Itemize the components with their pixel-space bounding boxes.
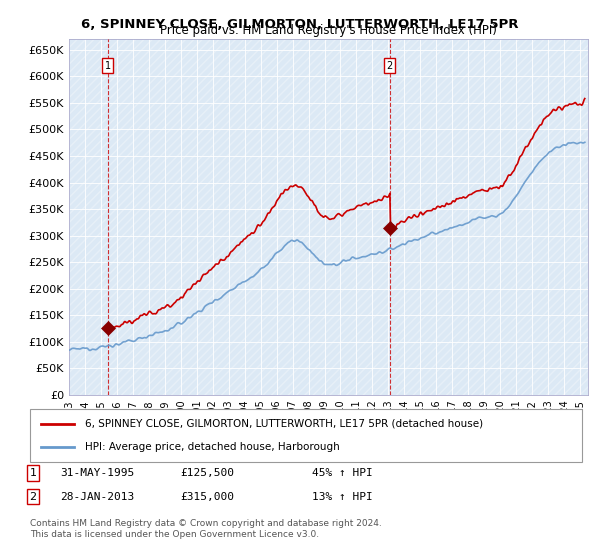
Title: Price paid vs. HM Land Registry's House Price Index (HPI): Price paid vs. HM Land Registry's House …	[160, 24, 497, 36]
FancyBboxPatch shape	[30, 409, 582, 462]
Text: 6, SPINNEY CLOSE, GILMORTON, LUTTERWORTH, LE17 5PR (detached house): 6, SPINNEY CLOSE, GILMORTON, LUTTERWORTH…	[85, 419, 484, 429]
Text: 6, SPINNEY CLOSE, GILMORTON, LUTTERWORTH, LE17 5PR: 6, SPINNEY CLOSE, GILMORTON, LUTTERWORTH…	[81, 18, 519, 31]
Text: 13% ↑ HPI: 13% ↑ HPI	[312, 492, 373, 502]
Text: £315,000: £315,000	[180, 492, 234, 502]
Text: £125,500: £125,500	[180, 468, 234, 478]
Text: 45% ↑ HPI: 45% ↑ HPI	[312, 468, 373, 478]
Text: 28-JAN-2013: 28-JAN-2013	[60, 492, 134, 502]
Text: 2: 2	[29, 492, 37, 502]
Text: 1: 1	[104, 60, 111, 71]
Text: HPI: Average price, detached house, Harborough: HPI: Average price, detached house, Harb…	[85, 442, 340, 452]
Text: 31-MAY-1995: 31-MAY-1995	[60, 468, 134, 478]
Text: 1: 1	[29, 468, 37, 478]
Text: Contains HM Land Registry data © Crown copyright and database right 2024.
This d: Contains HM Land Registry data © Crown c…	[30, 519, 382, 539]
Text: 2: 2	[386, 60, 393, 71]
